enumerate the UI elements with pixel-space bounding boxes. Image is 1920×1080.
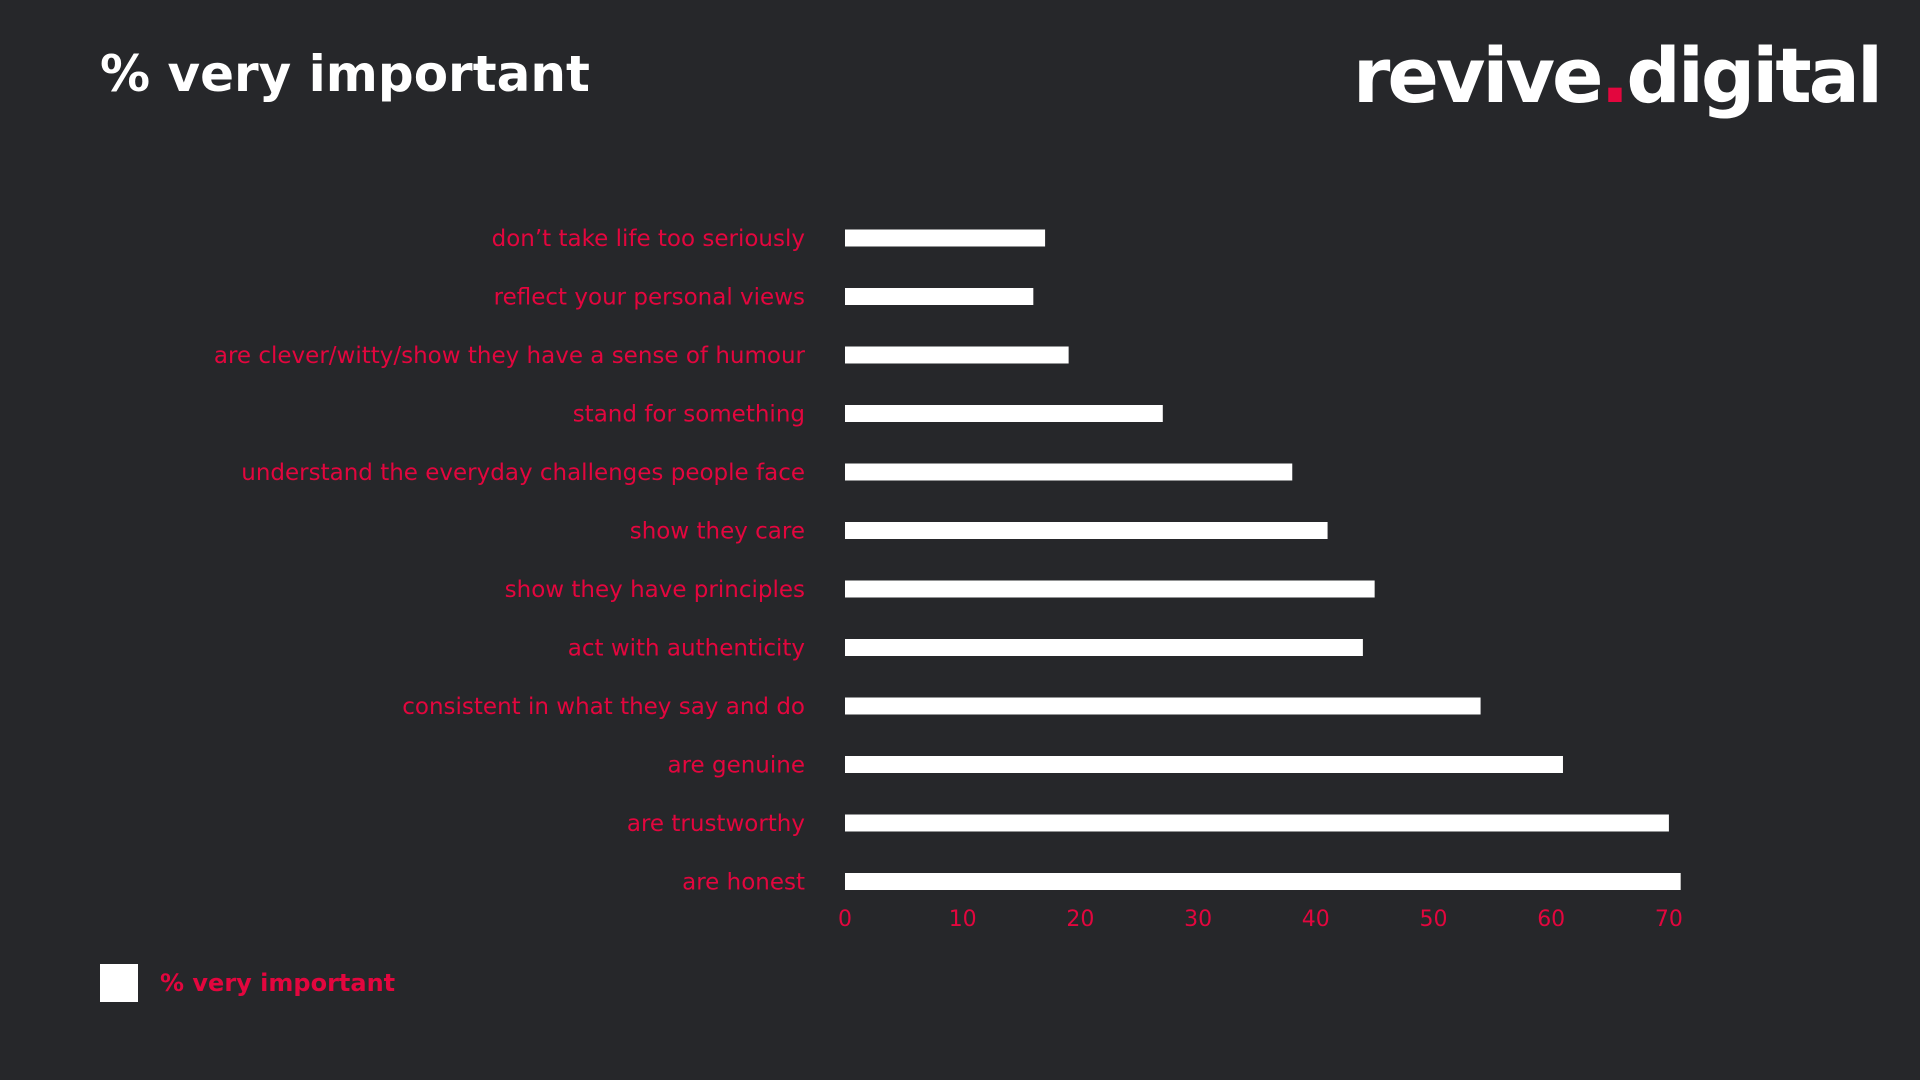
x-tick-label: 10	[949, 907, 977, 932]
bar	[845, 405, 1163, 422]
category-label: understand the everyday challenges peopl…	[241, 460, 805, 486]
chart-legend: % very important	[100, 964, 395, 1002]
brand-logo: revive.digital	[1352, 30, 1883, 121]
page-title: % very important	[100, 45, 590, 103]
x-tick-label: 70	[1655, 907, 1683, 932]
category-label: stand for something	[573, 402, 805, 428]
category-label: are trustworthy	[627, 811, 805, 837]
bar	[845, 288, 1034, 305]
category-label: are clever/witty/show they have a sense …	[214, 343, 806, 369]
bar	[845, 346, 1069, 364]
x-tick-label: 0	[838, 907, 852, 932]
bar	[845, 522, 1328, 539]
category-label: are genuine	[667, 753, 805, 779]
bar	[845, 873, 1681, 890]
logo-dot: .	[1600, 31, 1630, 120]
x-tick-label: 60	[1537, 907, 1565, 932]
bar	[845, 580, 1375, 598]
x-tick-label: 40	[1302, 907, 1330, 932]
bar	[845, 814, 1669, 832]
x-tick-label: 30	[1184, 907, 1212, 932]
logo-word-digital: digital	[1626, 31, 1883, 120]
category-label: show they have principles	[505, 577, 805, 603]
legend-swatch	[100, 964, 138, 1002]
category-label: don’t take life too seriously	[492, 226, 805, 252]
category-label: act with authenticity	[568, 636, 805, 662]
logo-word-revive: revive	[1352, 31, 1604, 120]
category-label: consistent in what they say and do	[402, 694, 805, 720]
bar	[845, 229, 1046, 247]
bar	[845, 697, 1481, 715]
x-tick-label: 50	[1420, 907, 1448, 932]
x-tick-label: 20	[1066, 907, 1094, 932]
bar	[845, 639, 1363, 656]
category-label: are honest	[682, 870, 805, 896]
bar	[845, 756, 1563, 773]
legend-label: % very important	[160, 969, 396, 997]
category-label: show they care	[630, 519, 805, 545]
category-label: reflect your personal views	[494, 285, 805, 311]
bar	[845, 463, 1293, 481]
